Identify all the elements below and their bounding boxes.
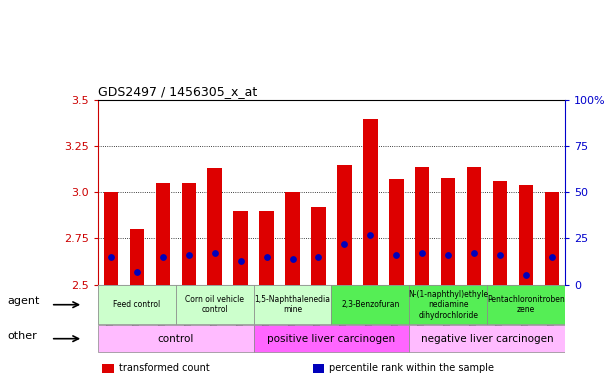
- Text: 2,3-Benzofuran: 2,3-Benzofuran: [341, 300, 400, 309]
- Text: transformed count: transformed count: [119, 363, 210, 373]
- Text: negative liver carcinogen: negative liver carcinogen: [421, 334, 554, 344]
- Text: GDS2497 / 1456305_x_at: GDS2497 / 1456305_x_at: [98, 85, 257, 98]
- Bar: [181, 183, 196, 285]
- Point: [288, 256, 298, 262]
- Bar: [331, 285, 409, 324]
- Bar: [415, 167, 430, 285]
- Bar: [254, 325, 409, 352]
- Point: [496, 252, 505, 258]
- Text: positive liver carcinogen: positive liver carcinogen: [268, 334, 395, 344]
- Bar: [519, 185, 533, 285]
- Text: agent: agent: [8, 296, 40, 306]
- Bar: [285, 192, 299, 285]
- Text: control: control: [158, 334, 194, 344]
- Bar: [467, 167, 481, 285]
- Point: [236, 258, 246, 264]
- Point: [521, 272, 531, 278]
- Bar: [103, 364, 114, 373]
- Bar: [233, 211, 247, 285]
- Point: [106, 254, 115, 260]
- Text: 1,5-Naphthalenedia
mine: 1,5-Naphthalenedia mine: [255, 295, 331, 314]
- Bar: [104, 192, 118, 285]
- Text: other: other: [8, 331, 37, 341]
- Point: [158, 254, 167, 260]
- Bar: [337, 165, 351, 285]
- Point: [417, 250, 427, 256]
- Text: Feed control: Feed control: [113, 300, 160, 309]
- Bar: [364, 119, 378, 285]
- Bar: [493, 181, 507, 285]
- Text: percentile rank within the sample: percentile rank within the sample: [329, 363, 494, 373]
- Point: [469, 250, 479, 256]
- Point: [262, 254, 271, 260]
- Point: [547, 254, 557, 260]
- Point: [365, 232, 375, 238]
- Point: [340, 241, 349, 247]
- Bar: [441, 178, 455, 285]
- Bar: [98, 285, 176, 324]
- Point: [184, 252, 194, 258]
- Bar: [313, 364, 324, 373]
- Text: N-(1-naphthyl)ethyle
nediamine
dihydrochloride: N-(1-naphthyl)ethyle nediamine dihydroch…: [408, 290, 488, 319]
- Bar: [545, 192, 559, 285]
- Point: [132, 268, 142, 275]
- Bar: [260, 211, 274, 285]
- Point: [313, 254, 323, 260]
- Bar: [409, 325, 565, 352]
- Bar: [130, 229, 144, 285]
- Bar: [98, 325, 254, 352]
- Text: Corn oil vehicle
control: Corn oil vehicle control: [185, 295, 244, 314]
- Point: [444, 252, 453, 258]
- Bar: [208, 169, 222, 285]
- Bar: [488, 285, 565, 324]
- Text: Pentachloronitroben
zene: Pentachloronitroben zene: [488, 295, 565, 314]
- Bar: [254, 285, 332, 324]
- Bar: [176, 285, 254, 324]
- Bar: [389, 179, 403, 285]
- Bar: [409, 285, 488, 324]
- Point: [210, 250, 219, 256]
- Bar: [312, 207, 326, 285]
- Point: [392, 252, 401, 258]
- Bar: [156, 183, 170, 285]
